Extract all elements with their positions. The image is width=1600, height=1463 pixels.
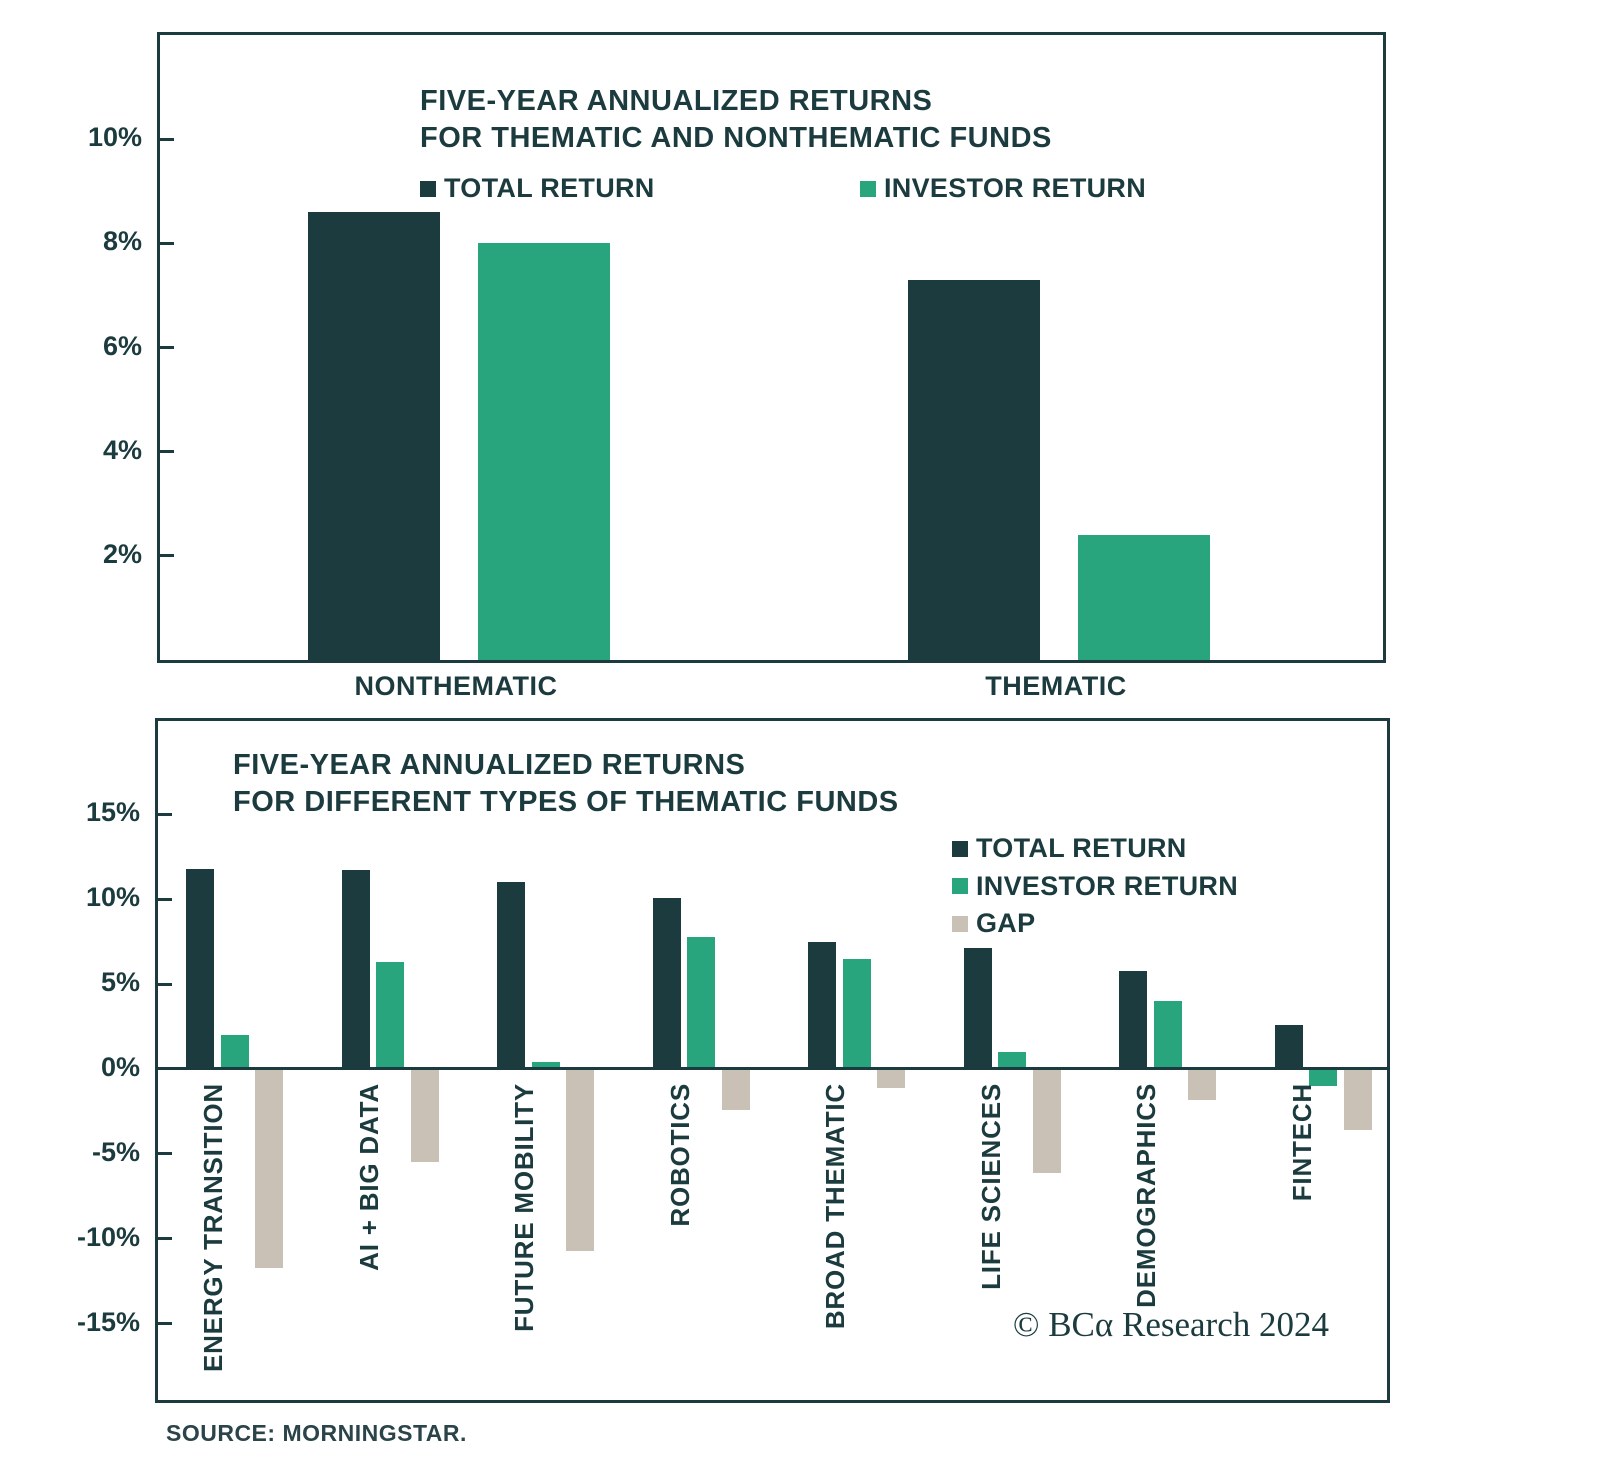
y-tick-label: 15%	[85, 797, 140, 828]
bar-total-return	[186, 868, 214, 1069]
y-tick-label: 10%	[85, 882, 140, 913]
legend-label: INVESTOR RETURN	[884, 173, 1147, 203]
y-tick-label: 8%	[102, 226, 142, 257]
bottom-chart-title: FIVE-YEAR ANNUALIZED RETURNS FOR DIFFERE…	[233, 747, 899, 821]
y-tick-mark	[158, 812, 172, 816]
y-tick-mark	[158, 982, 172, 986]
bar-gap	[411, 1068, 439, 1163]
bar-investor-return	[221, 1035, 249, 1069]
legend-label: TOTAL RETURN	[444, 173, 655, 203]
legend-swatch-icon	[420, 180, 436, 197]
bar-total-return	[497, 882, 525, 1069]
y-tick-label: 6%	[102, 330, 142, 361]
top-chart-box: FIVE-YEAR ANNUALIZED RETURNS FOR THEMATI…	[88, 32, 1386, 663]
legend-swatch-icon	[952, 878, 968, 894]
bar-investor-return	[1078, 535, 1210, 660]
bottom-chart-title-line2: FOR DIFFERENT TYPES OF THEMATIC FUNDS	[233, 786, 899, 818]
category-label: LIFE SCIENCES	[976, 1082, 1006, 1290]
y-tick-mark	[158, 1237, 172, 1241]
bar-investor-return	[998, 1052, 1026, 1069]
legend-swatch-icon	[952, 840, 968, 857]
legend-item-gap: GAP	[952, 908, 1035, 939]
legend-item-total-return: TOTAL RETURN	[952, 833, 1187, 864]
y-tick-label: -5%	[91, 1136, 140, 1167]
bar-total-return	[342, 870, 370, 1069]
legend-item-investor-return: INVESTOR RETURN	[860, 173, 1146, 204]
y-tick-mark	[158, 1152, 172, 1156]
category-label: FUTURE MOBILITY	[509, 1082, 539, 1332]
category-label: FINTECH	[1287, 1082, 1317, 1202]
legend-item-total-return: TOTAL RETURN	[420, 173, 655, 204]
category-label: AI + BIG DATA	[354, 1082, 384, 1271]
y-tick-mark	[158, 1067, 172, 1071]
bar-total-return	[808, 941, 836, 1069]
bar-investor-return	[532, 1062, 560, 1069]
y-tick-label: -15%	[76, 1306, 140, 1337]
legend-item-investor-return: INVESTOR RETURN	[952, 871, 1238, 902]
y-tick-label: 2%	[102, 538, 142, 569]
y-tick-mark	[160, 450, 174, 454]
bar-investor-return	[843, 958, 871, 1069]
y-tick-label: -10%	[76, 1221, 140, 1252]
y-tick-mark	[158, 897, 172, 901]
zero-axis-line	[158, 1067, 1387, 1071]
bar-total-return	[308, 212, 440, 660]
top-chart-title-line2: FOR THEMATIC AND NONTHEMATIC FUNDS	[420, 122, 1052, 154]
y-tick-mark	[160, 241, 174, 245]
bar-investor-return	[478, 243, 610, 660]
legend-label: TOTAL RETURN	[976, 833, 1187, 863]
category-label: ROBOTICS	[665, 1082, 695, 1227]
bar-gap	[877, 1068, 905, 1088]
y-tick-label: 0%	[100, 1051, 140, 1082]
y-tick-label: 5%	[100, 967, 140, 998]
top-chart-title: FIVE-YEAR ANNUALIZED RETURNS FOR THEMATI…	[420, 83, 1052, 157]
category-label: BROAD THEMATIC	[820, 1082, 850, 1330]
bar-gap	[722, 1068, 750, 1110]
bar-gap	[1344, 1068, 1372, 1131]
category-label: DEMOGRAPHICS	[1131, 1082, 1161, 1308]
bar-investor-return	[1154, 1001, 1182, 1069]
bar-gap	[1033, 1068, 1061, 1173]
legend-swatch-icon	[860, 180, 876, 197]
source-note: SOURCE: MORNINGSTAR.	[166, 1420, 467, 1446]
bar-total-return	[964, 948, 992, 1069]
category-label: ENERGY TRANSITION	[198, 1082, 228, 1373]
bar-total-return	[908, 279, 1040, 660]
y-tick-mark	[160, 554, 174, 558]
category-label: THEMATIC	[985, 671, 1127, 701]
bar-gap	[255, 1068, 283, 1268]
legend-swatch-icon	[952, 915, 968, 932]
bar-investor-return	[1309, 1068, 1337, 1086]
bar-investor-return	[687, 936, 715, 1069]
y-tick-label: 4%	[102, 434, 142, 465]
top-chart-title-line1: FIVE-YEAR ANNUALIZED RETURNS	[420, 85, 933, 117]
bottom-chart-box: FIVE-YEAR ANNUALIZED RETURNS FOR DIFFERE…	[77, 718, 1390, 1403]
bar-total-return	[1119, 970, 1147, 1069]
legend-label: INVESTOR RETURN	[976, 870, 1239, 901]
bar-total-return	[653, 897, 681, 1069]
category-label: NONTHEMATIC	[354, 671, 558, 701]
y-tick-label: 10%	[87, 122, 142, 153]
bottom-chart-title-line1: FIVE-YEAR ANNUALIZED RETURNS	[233, 749, 746, 781]
copyright-note: © BCα Research 2024	[1012, 1305, 1329, 1344]
bar-gap	[1188, 1068, 1216, 1100]
bar-total-return	[1275, 1024, 1303, 1069]
y-tick-mark	[160, 137, 174, 141]
legend-label: GAP	[976, 908, 1036, 938]
bar-investor-return	[376, 962, 404, 1069]
bar-gap	[566, 1068, 594, 1251]
y-tick-mark	[160, 346, 174, 349]
y-tick-mark	[158, 1322, 172, 1326]
